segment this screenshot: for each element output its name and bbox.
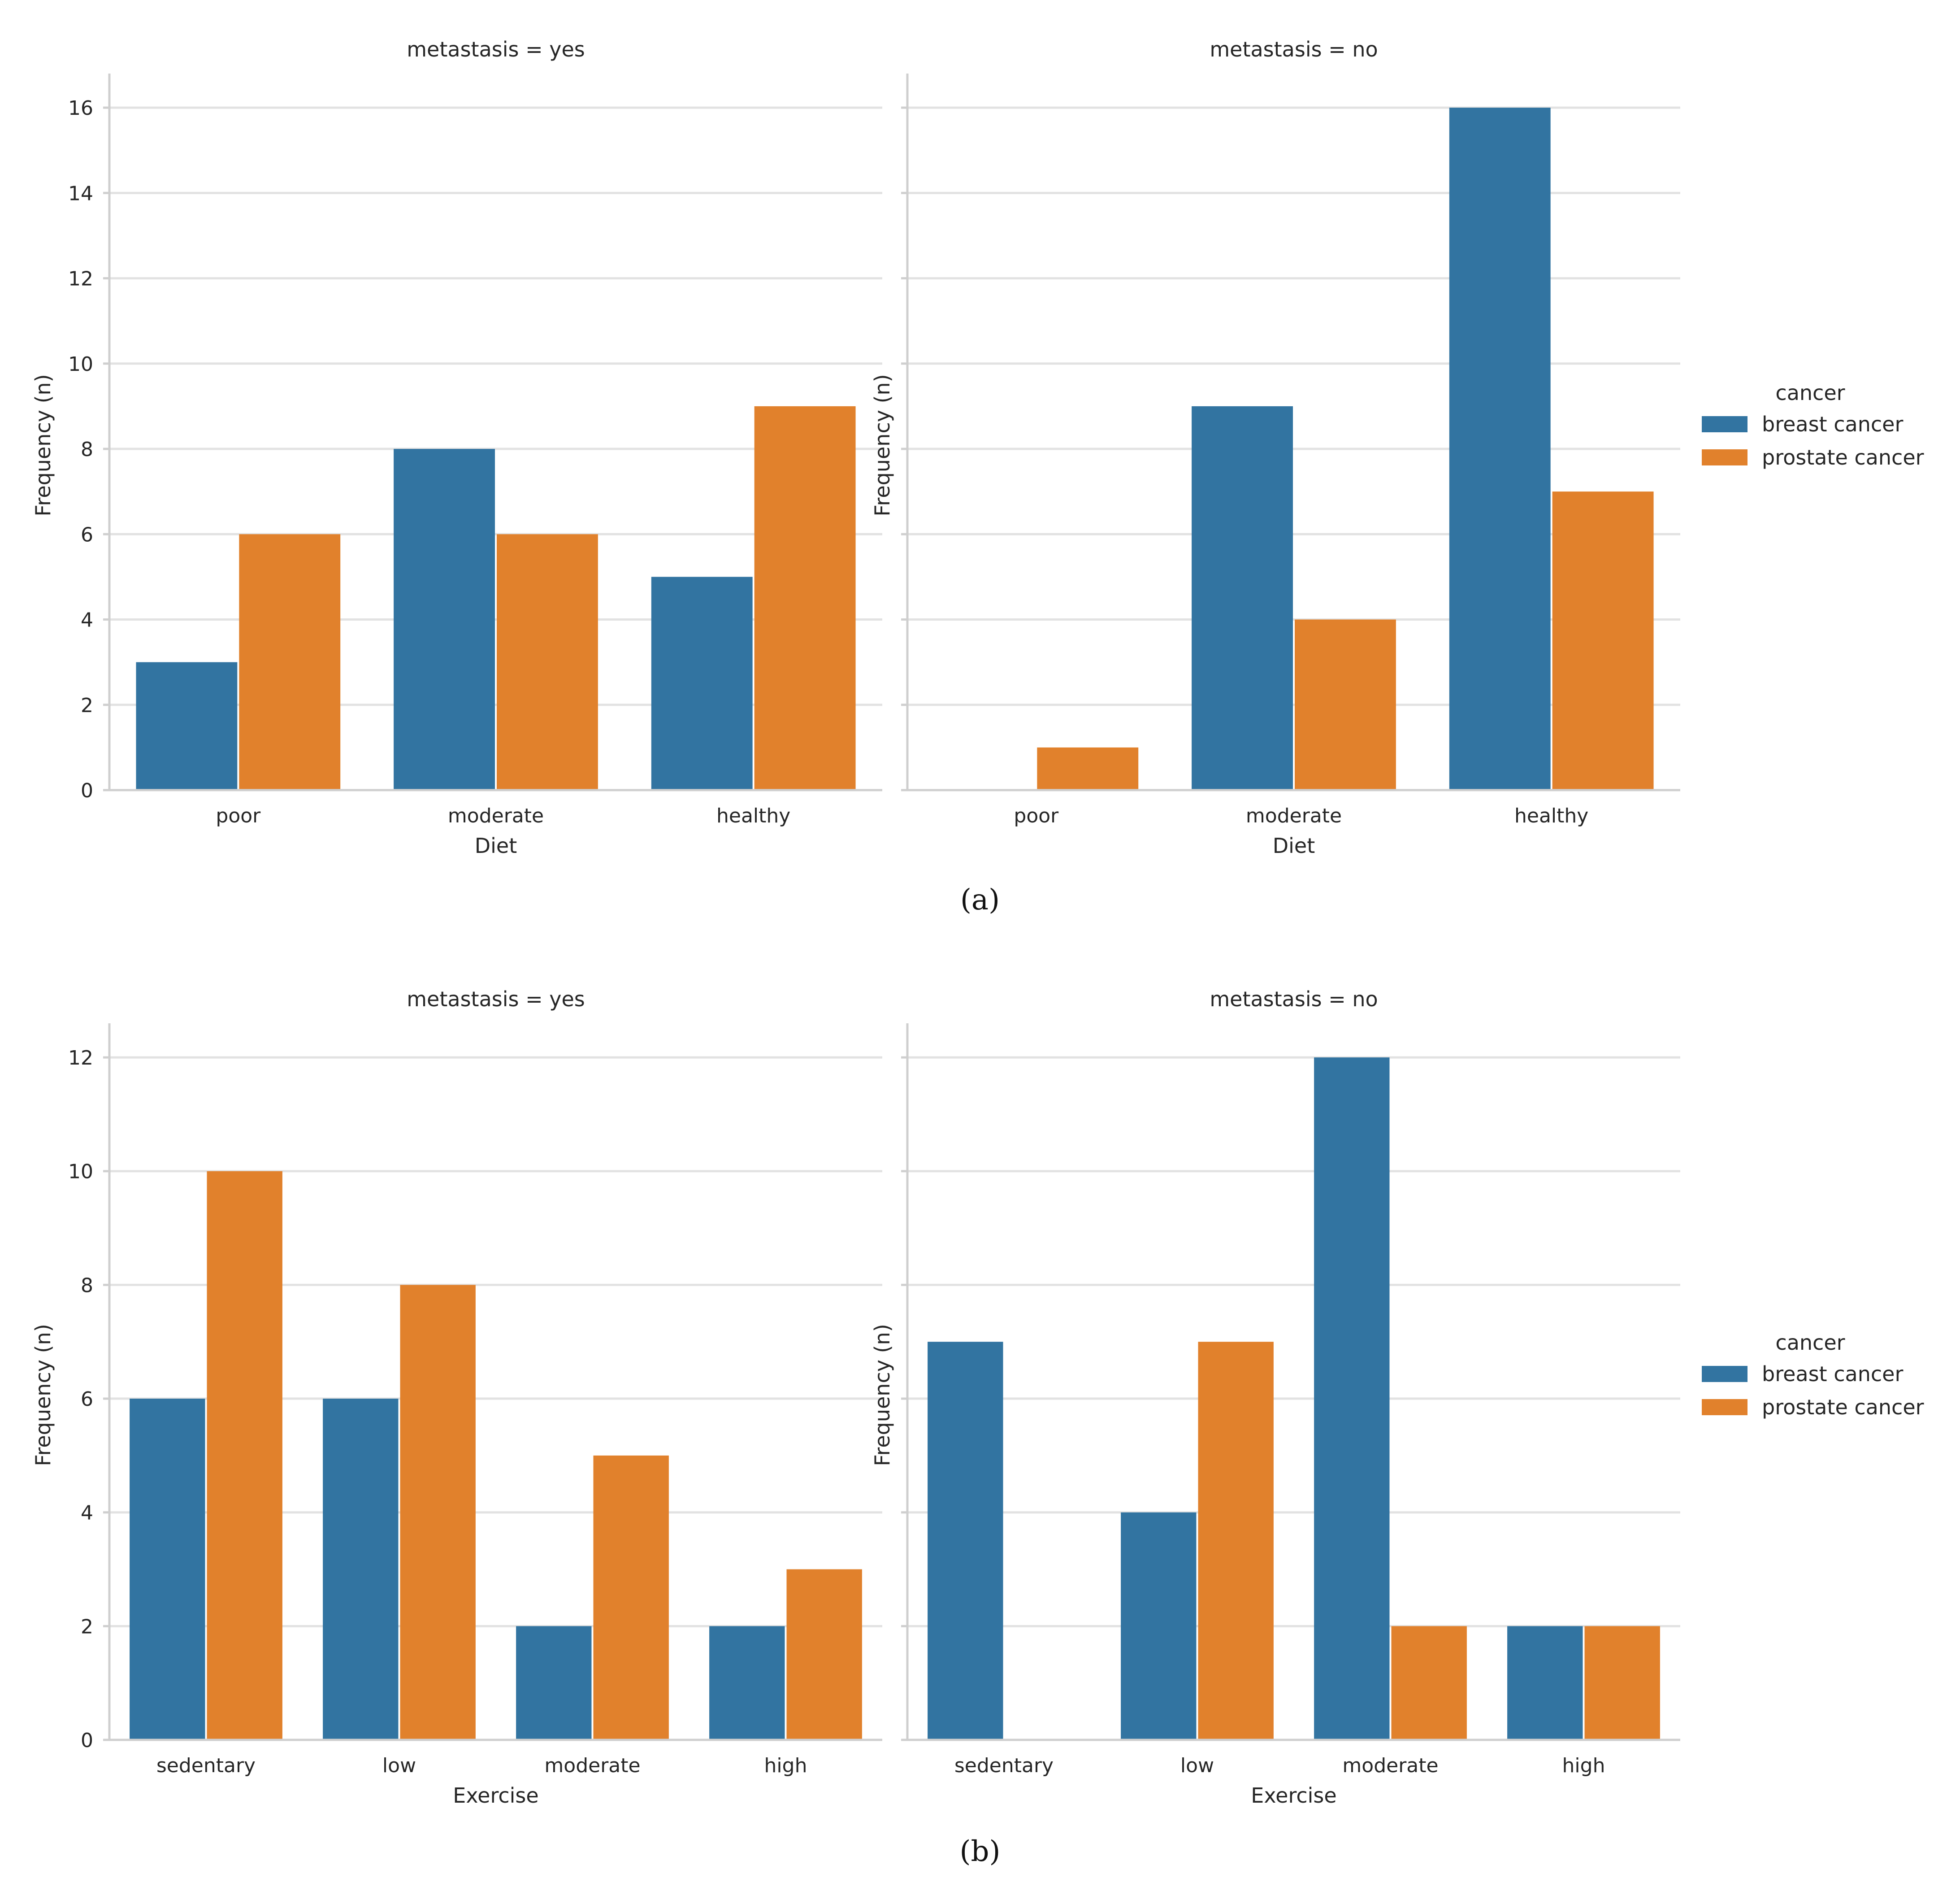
y-tick-label: 2 — [81, 1615, 93, 1638]
bar-prostate-cancer-moderate — [1295, 619, 1396, 790]
y-tick-label: 6 — [81, 523, 93, 546]
bar-breast-cancer-moderate — [516, 1626, 592, 1740]
bar-breast-cancer-healthy — [651, 577, 753, 790]
y-axis-label: Frequency (n) — [870, 1324, 894, 1466]
y-axis-label: Frequency (n) — [31, 1324, 55, 1466]
legend-swatch — [1702, 416, 1748, 432]
bar-breast-cancer-high — [709, 1626, 785, 1740]
x-tick-label: high — [764, 1754, 807, 1777]
bar-prostate-cancer-high — [1584, 1626, 1660, 1740]
x-tick-label: poor — [1014, 804, 1059, 827]
x-axis-label: Exercise — [1251, 1783, 1336, 1808]
legend: cancer breast cancer prostate cancer — [1702, 1330, 1924, 1419]
y-tick-label: 0 — [81, 1729, 93, 1752]
x-tick-label: moderate — [1246, 804, 1342, 827]
legend-title: cancer — [1775, 381, 1845, 405]
legend-label: breast cancer — [1762, 1362, 1903, 1386]
y-tick-label: 16 — [68, 97, 93, 120]
y-axis-label: Frequency (n) — [31, 374, 55, 516]
y-tick-label: 8 — [81, 1274, 93, 1297]
x-axis-label: Exercise — [453, 1783, 538, 1808]
x-tick-label: high — [1562, 1754, 1605, 1777]
bar-prostate-cancer-poor — [239, 534, 341, 790]
y-tick-label: 2 — [81, 694, 93, 717]
x-axis-label: Diet — [1273, 834, 1315, 858]
bar-breast-cancer-moderate — [1192, 406, 1293, 790]
facet-metastasis-yes: 0 2 4 6 8 10 12 sedentary low moderate high Exercis… — [31, 987, 882, 1808]
bar-prostate-cancer-low — [1198, 1342, 1274, 1740]
legend-swatch — [1702, 1366, 1748, 1382]
bar-prostate-cancer-moderate — [593, 1455, 669, 1740]
y-axis-label: Frequency (n) — [870, 374, 894, 516]
bar-prostate-cancer-moderate — [1391, 1626, 1467, 1740]
y-tick-label: 12 — [68, 268, 93, 291]
y-tick-label: 0 — [81, 779, 93, 802]
y-tick-label: 6 — [81, 1388, 93, 1411]
x-tick-label: moderate — [448, 804, 544, 827]
panel-caption: (a) — [960, 883, 1000, 917]
legend-title: cancer — [1775, 1330, 1845, 1355]
bar-prostate-cancer-healthy — [754, 406, 856, 790]
bar-breast-cancer-sedentary — [130, 1399, 205, 1740]
bar-breast-cancer-sedentary — [928, 1342, 1003, 1740]
legend-label: breast cancer — [1762, 412, 1903, 436]
bar-breast-cancer-low — [323, 1399, 399, 1740]
x-tick-label: sedentary — [954, 1754, 1054, 1777]
bar-breast-cancer-moderate — [1314, 1057, 1390, 1740]
bar-breast-cancer-low — [1121, 1512, 1197, 1740]
panel-a: 0 2 4 6 8 10 12 14 16 poor moderate healthy Diet Freq… — [31, 37, 1924, 917]
y-tick-label: 10 — [68, 1161, 93, 1183]
bar-prostate-cancer-high — [786, 1569, 862, 1740]
y-tick-label: 12 — [68, 1047, 93, 1069]
facet-title: metastasis = yes — [407, 987, 585, 1011]
panel-caption: (b) — [960, 1835, 1001, 1868]
bar-prostate-cancer-poor — [1037, 747, 1139, 790]
facet-title: metastasis = no — [1210, 987, 1378, 1011]
x-tick-label: poor — [216, 804, 261, 827]
y-tick-label: 14 — [68, 182, 93, 205]
y-tick-label: 4 — [81, 609, 93, 632]
x-tick-label: healthy — [1514, 804, 1588, 827]
legend-label: prostate cancer — [1762, 1395, 1924, 1419]
bar-breast-cancer-healthy — [1449, 108, 1551, 791]
legend-swatch — [1702, 449, 1748, 465]
x-tick-label: low — [382, 1754, 416, 1777]
facet-title: metastasis = yes — [407, 37, 585, 61]
bar-prostate-cancer-moderate — [497, 534, 598, 790]
x-tick-label: sedentary — [156, 1754, 256, 1777]
bar-prostate-cancer-healthy — [1552, 491, 1654, 790]
facet-metastasis-yes: 0 2 4 6 8 10 12 14 16 poor moderate healthy Diet Freq… — [31, 37, 882, 858]
bar-prostate-cancer-sedentary — [207, 1171, 282, 1740]
legend-label: prostate cancer — [1762, 445, 1924, 469]
facet-metastasis-no: poor moderate healthy Diet Frequency (n) meta… — [870, 37, 1680, 858]
facet-metastasis-no: sedentary low moderate high Exercise Frequenc… — [870, 987, 1680, 1808]
x-axis-label: Diet — [475, 834, 517, 858]
legend: cancer breast cancer prostate cancer — [1702, 381, 1924, 469]
y-tick-label: 4 — [81, 1502, 93, 1525]
y-tick-label: 8 — [81, 438, 93, 461]
bar-prostate-cancer-low — [400, 1285, 476, 1740]
legend-swatch — [1702, 1399, 1748, 1415]
y-tick-label: 10 — [68, 353, 93, 376]
x-tick-label: moderate — [1342, 1754, 1438, 1777]
panel-b: 0 2 4 6 8 10 12 sedentary low moderate high Exercis… — [31, 987, 1924, 1868]
bar-breast-cancer-poor — [136, 662, 238, 790]
x-tick-label: healthy — [716, 804, 790, 827]
bar-breast-cancer-moderate — [394, 449, 495, 790]
bar-breast-cancer-high — [1507, 1626, 1583, 1740]
facet-title: metastasis = no — [1210, 37, 1378, 61]
x-tick-label: moderate — [544, 1754, 640, 1777]
x-tick-label: low — [1180, 1754, 1214, 1777]
